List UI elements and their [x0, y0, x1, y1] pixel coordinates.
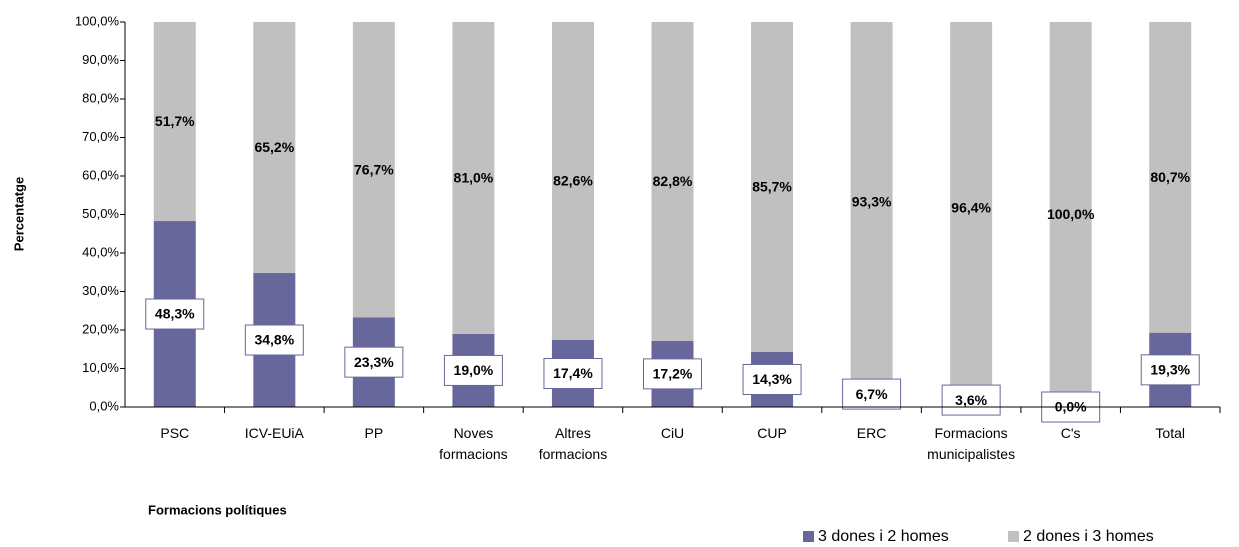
value-label: 34,8% [254, 332, 294, 348]
value-label: 65,2% [254, 139, 294, 155]
label-box [543, 358, 603, 390]
bar-segment [352, 22, 395, 318]
label-box [643, 358, 702, 390]
label-box [1140, 354, 1200, 386]
x-tick-label: ICV-EUiA [244, 425, 304, 441]
label-box [443, 354, 503, 386]
bar-segment [850, 22, 893, 382]
label-box [344, 346, 404, 378]
y-tick-label: 100,0% [75, 13, 120, 28]
value-label: 82,6% [553, 173, 593, 189]
value-label: 85,7% [752, 179, 792, 195]
value-label: 3,6% [955, 392, 987, 408]
x-tick-label: ERC [856, 425, 887, 441]
bar-segment [253, 22, 296, 274]
bar-segment [452, 22, 495, 334]
x-tick-label: Formacions municipalistes [927, 425, 1016, 462]
legend-swatch [803, 531, 814, 542]
y-tick-label: 90,0% [82, 52, 119, 67]
value-label: 19,3% [1150, 362, 1190, 378]
value-label: 82,8% [653, 173, 693, 189]
x-tick-label: CiU [660, 425, 685, 441]
value-label: 14,3% [752, 371, 792, 387]
x-tick-label: Total [1155, 425, 1185, 441]
label-box [842, 378, 902, 410]
value-label: 96,4% [951, 199, 991, 215]
y-axis-title: Percentatge [11, 177, 26, 251]
x-tick-label: PSC [160, 425, 190, 441]
value-label: 23,3% [354, 354, 394, 370]
value-label: 17,4% [553, 365, 593, 381]
bar-segment [651, 22, 694, 341]
bar-segment [1149, 22, 1192, 333]
bar-segment [1049, 22, 1092, 407]
y-tick-label: 10,0% [82, 360, 119, 375]
legend-swatch [1008, 531, 1019, 542]
legend-label: 2 dones i 3 homes [1023, 528, 1154, 545]
y-tick-label: 50,0% [82, 206, 119, 221]
value-label: 76,7% [354, 161, 394, 177]
y-tick-label: 20,0% [82, 321, 119, 336]
value-label: 17,2% [653, 366, 693, 382]
value-label: 19,0% [454, 362, 494, 378]
value-label: 93,3% [852, 193, 892, 209]
y-tick-label: 0,0% [89, 398, 119, 413]
label-box [145, 298, 205, 330]
label-box [244, 324, 304, 356]
x-tick-label: Altres formacions [538, 425, 608, 462]
value-label: 100,0% [1047, 206, 1095, 222]
bar-segment [153, 22, 196, 222]
x-tick-label: C's [1060, 425, 1081, 441]
value-label: 6,7% [856, 386, 888, 402]
bar-segment [950, 22, 993, 394]
value-label: 81,0% [454, 170, 494, 186]
bar-segment [551, 22, 594, 341]
label-box [941, 384, 1001, 416]
x-tick-label: CUP [757, 425, 787, 441]
y-tick-label: 70,0% [82, 129, 119, 144]
value-label: 80,7% [1150, 169, 1190, 185]
y-tick-label: 40,0% [82, 244, 119, 259]
legend-label: 3 dones i 2 homes [818, 528, 949, 545]
y-tick-label: 60,0% [82, 167, 119, 182]
y-tick-label: 80,0% [82, 90, 119, 105]
bar-segment [751, 22, 794, 352]
y-tick-label: 30,0% [82, 283, 119, 298]
x-tick-label: Noves formacions [439, 425, 508, 462]
x-tick-label: PP [364, 425, 384, 441]
label-box [742, 363, 802, 395]
value-label: 51,7% [155, 113, 195, 129]
value-label: 48,3% [155, 306, 195, 322]
x-axis-title: Formacions polítiques [148, 502, 287, 517]
